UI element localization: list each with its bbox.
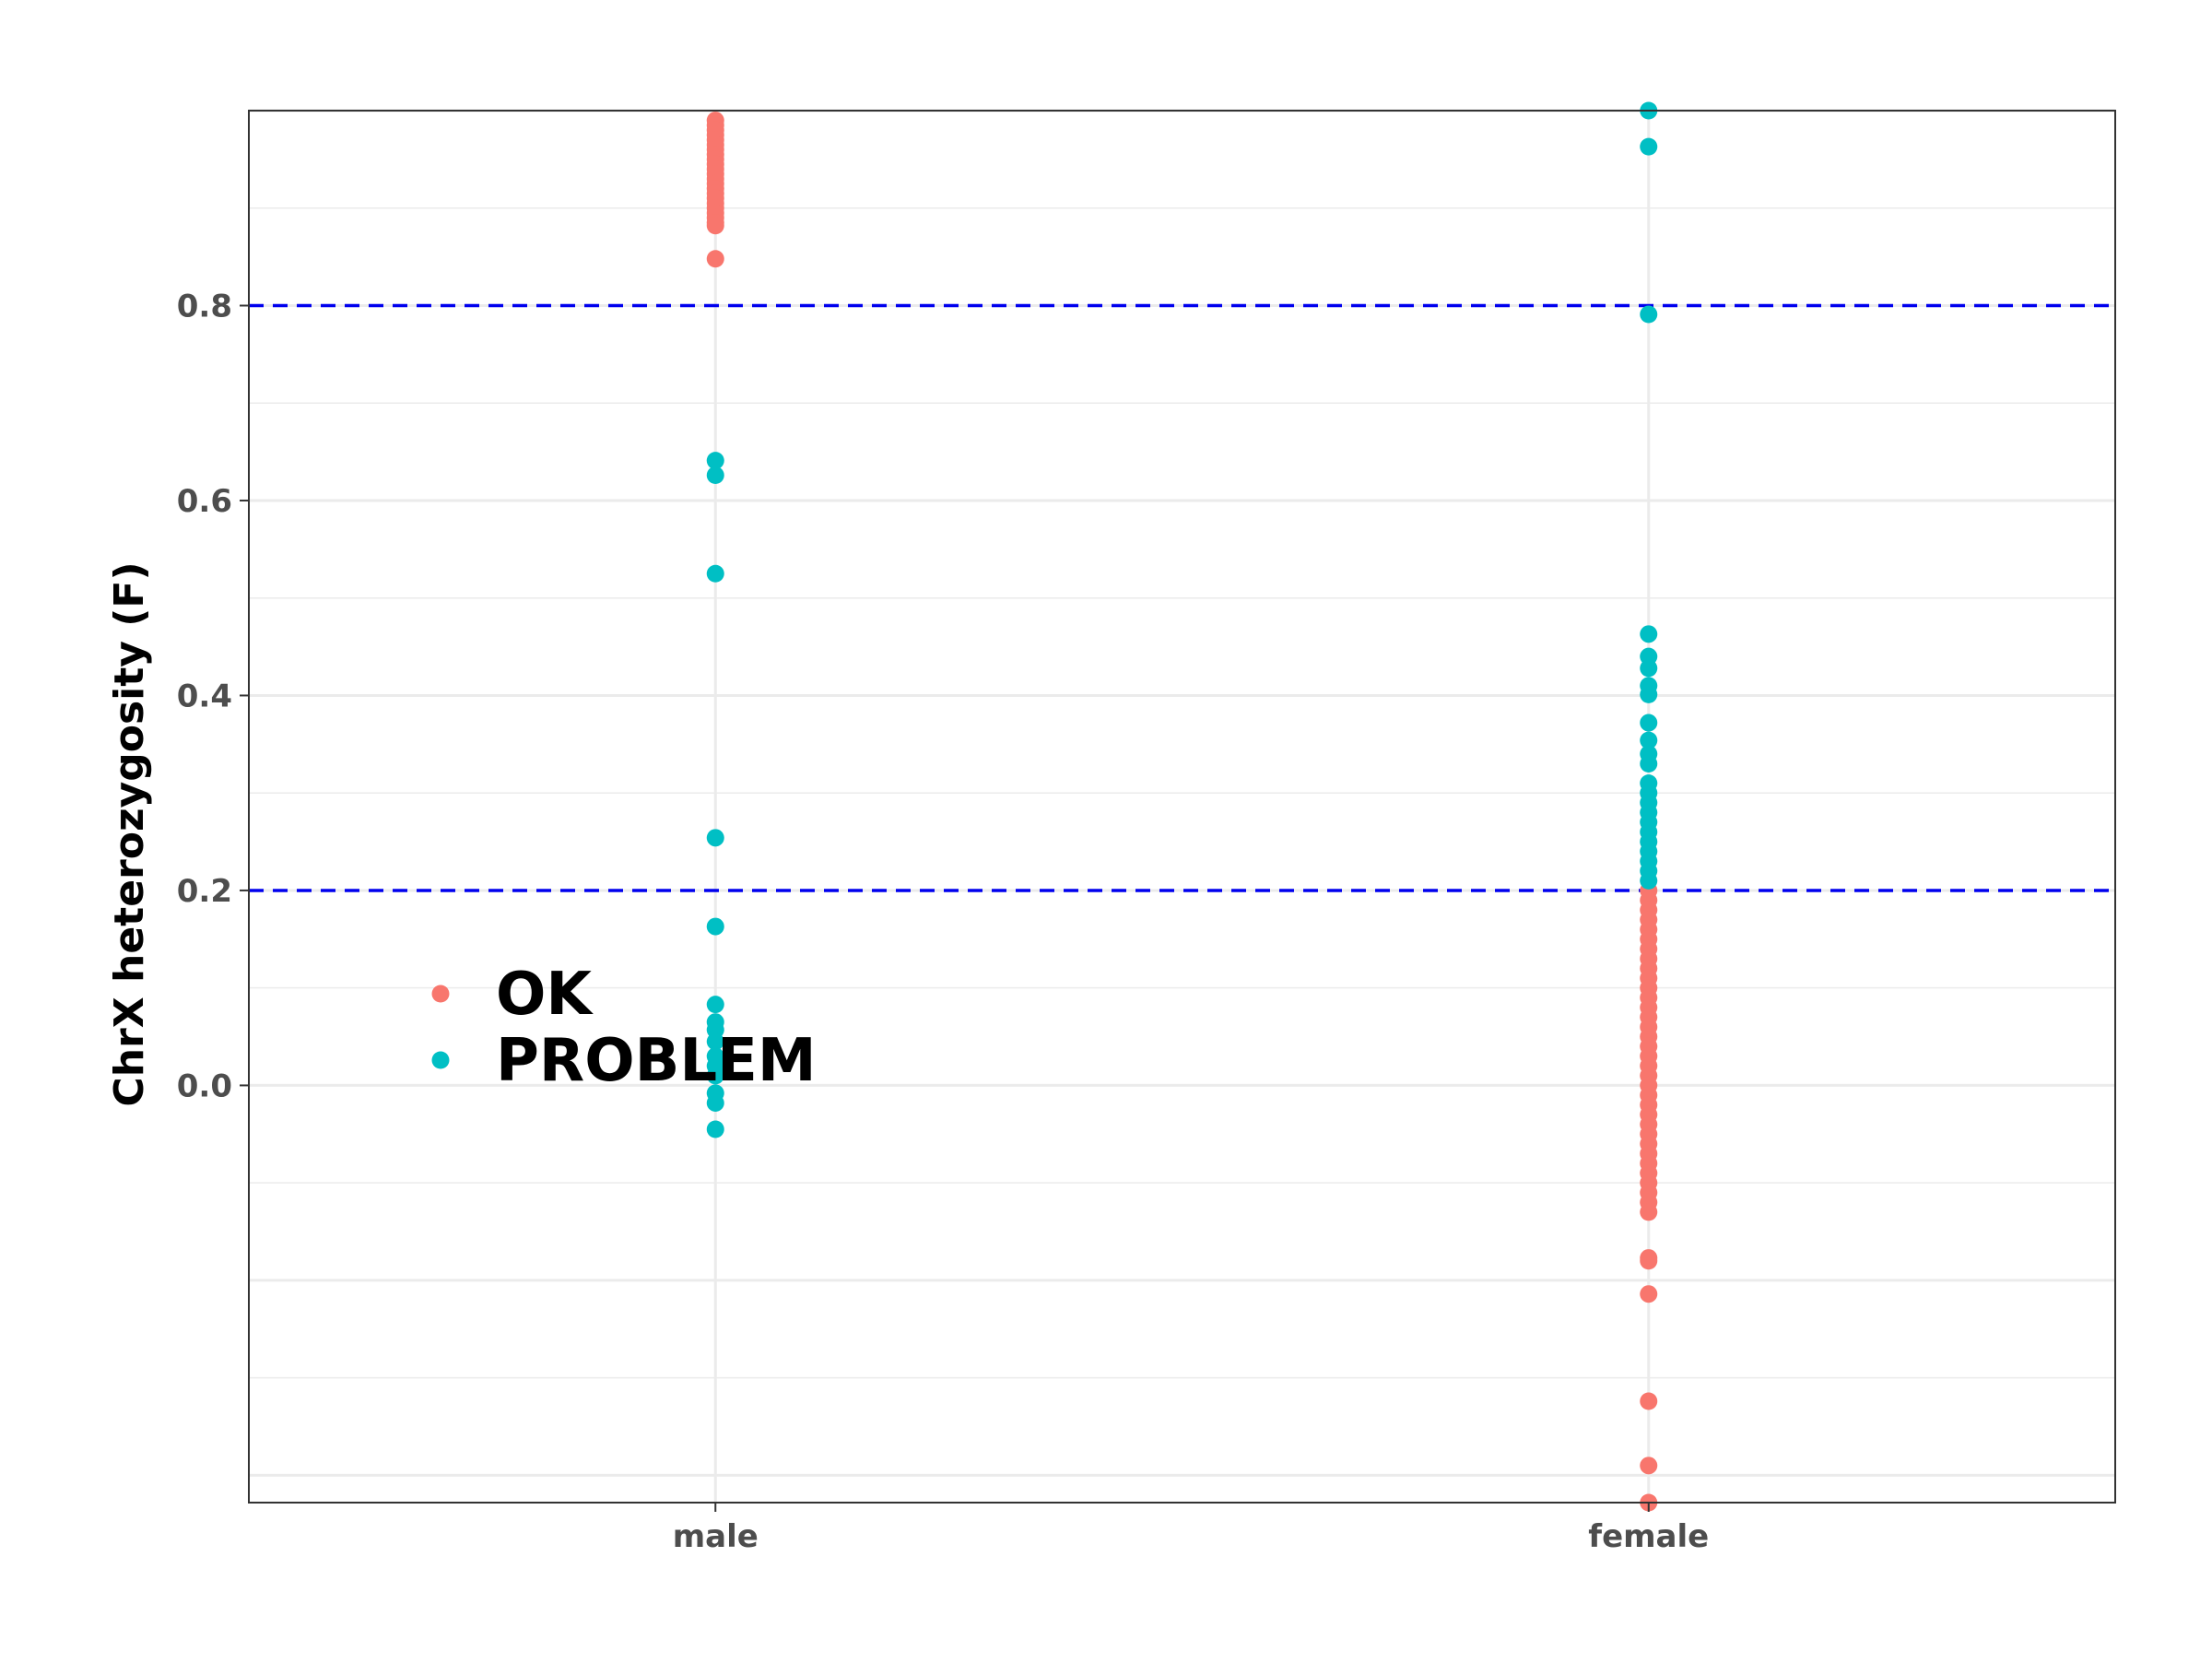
x-tick-label: male <box>673 1518 759 1555</box>
data-point <box>706 996 724 1014</box>
data-point <box>1640 1285 1658 1303</box>
data-point <box>1640 871 1658 890</box>
data-point <box>706 1067 724 1085</box>
data-point <box>1640 731 1658 749</box>
x-tick-label: female <box>1588 1518 1709 1555</box>
legend-key <box>431 1051 450 1069</box>
data-point <box>706 217 724 235</box>
legend-key <box>431 985 450 1003</box>
data-points <box>706 101 1658 1512</box>
plot-panel-border <box>248 110 2116 1504</box>
y-tick-label: 0.2 <box>177 873 232 910</box>
y-tick-label: 0.0 <box>177 1067 232 1104</box>
major-gridlines <box>249 109 2115 1477</box>
data-point <box>706 466 724 484</box>
data-point <box>706 829 724 847</box>
y-tick-label: 0.6 <box>177 483 232 520</box>
legend-label: OK <box>496 961 594 1029</box>
data-point <box>706 564 724 583</box>
data-point <box>1640 659 1658 678</box>
data-point <box>1640 685 1658 703</box>
data-point <box>706 250 724 268</box>
data-point <box>706 1093 724 1112</box>
data-point <box>1640 625 1658 643</box>
minor-gridlines <box>249 206 2115 1379</box>
x-axis-ticks: male female <box>673 1503 1709 1555</box>
data-point <box>1640 1392 1658 1410</box>
data-point <box>706 1120 724 1138</box>
data-point <box>1640 714 1658 732</box>
y-axis-title: ChrX heterozygosity (F) <box>106 561 153 1106</box>
legend-label: PROBLEM <box>496 1027 817 1095</box>
y-axis-ticks: 0.0 0.2 0.4 0.6 0.8 <box>177 288 249 1104</box>
y-tick-label: 0.4 <box>177 678 232 714</box>
data-point <box>1640 1203 1658 1221</box>
data-point <box>1640 754 1658 773</box>
data-point <box>1640 1457 1658 1475</box>
data-point <box>1640 305 1658 324</box>
data-point <box>706 917 724 936</box>
y-tick-label: 0.8 <box>177 288 232 324</box>
data-point <box>1640 1252 1658 1270</box>
data-point <box>1640 137 1658 156</box>
data-point <box>706 1032 724 1051</box>
data-point <box>706 452 724 470</box>
